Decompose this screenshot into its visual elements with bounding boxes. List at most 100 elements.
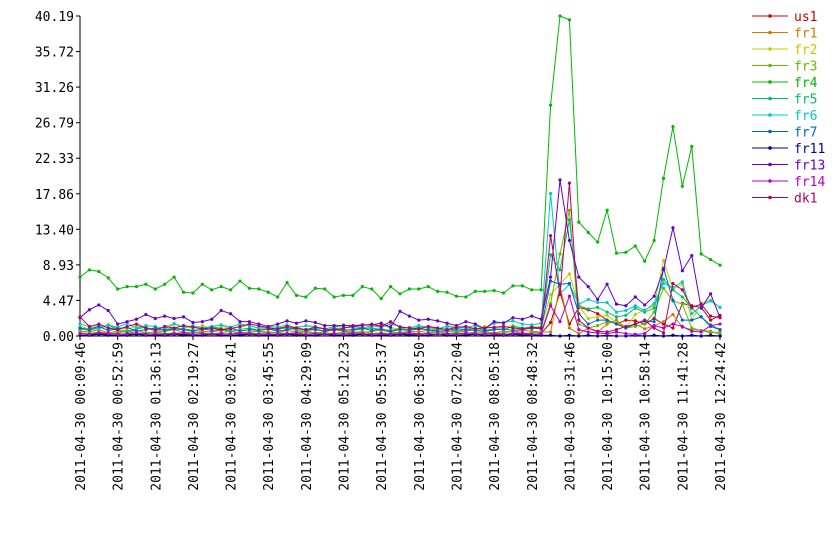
point xyxy=(548,292,553,297)
point xyxy=(181,333,186,337)
point xyxy=(661,258,666,262)
point xyxy=(87,308,92,312)
point xyxy=(332,295,336,299)
point xyxy=(511,326,515,330)
point xyxy=(586,316,590,321)
point xyxy=(690,253,694,258)
legend-label: fr13 xyxy=(794,159,825,174)
point xyxy=(247,322,252,326)
point xyxy=(370,326,374,330)
point xyxy=(633,295,637,299)
point xyxy=(718,322,722,326)
point xyxy=(106,308,110,313)
y-tick-label: 0.00 xyxy=(43,330,74,345)
point xyxy=(680,318,684,322)
point xyxy=(530,314,534,318)
point xyxy=(633,322,637,326)
point xyxy=(652,326,656,330)
point xyxy=(718,334,722,338)
point xyxy=(313,320,317,325)
point xyxy=(78,275,82,279)
x-tick-label: 2011-04-30 09:31:46 xyxy=(563,342,578,491)
point xyxy=(106,276,110,280)
point xyxy=(558,320,562,324)
y-tick-label: 8.93 xyxy=(43,259,74,274)
point xyxy=(323,324,327,328)
point xyxy=(520,322,524,326)
point xyxy=(238,320,242,324)
point xyxy=(228,312,233,316)
point xyxy=(633,312,637,317)
point xyxy=(671,322,675,326)
point xyxy=(661,331,666,335)
point xyxy=(558,334,562,338)
point xyxy=(511,284,515,288)
point xyxy=(304,324,308,328)
point xyxy=(445,290,449,294)
x-tick-label: 2011-04-30 00:52:59 xyxy=(112,342,127,491)
point xyxy=(633,306,637,310)
point xyxy=(633,324,637,329)
point xyxy=(87,324,92,329)
x-tick-label: 2011-04-30 07:22:04 xyxy=(450,342,465,491)
point xyxy=(97,269,101,274)
point xyxy=(181,315,186,319)
point xyxy=(483,329,487,333)
point xyxy=(454,329,459,333)
point xyxy=(436,329,440,333)
point xyxy=(417,287,421,291)
point xyxy=(596,312,600,316)
point xyxy=(219,308,223,313)
point xyxy=(652,238,656,243)
y-tick-label: 40.19 xyxy=(35,10,74,25)
point xyxy=(567,333,572,337)
point xyxy=(247,286,252,290)
point xyxy=(454,332,459,337)
point xyxy=(398,309,402,313)
legend-label: fr7 xyxy=(794,126,817,141)
point xyxy=(643,303,647,307)
point xyxy=(341,326,346,330)
point xyxy=(87,332,92,337)
point xyxy=(181,324,186,328)
point xyxy=(548,330,553,334)
point xyxy=(680,288,684,292)
point xyxy=(596,300,600,305)
point xyxy=(388,320,393,324)
point xyxy=(445,332,449,336)
point xyxy=(699,330,703,334)
point xyxy=(605,208,609,212)
point xyxy=(172,326,176,330)
point xyxy=(163,324,167,329)
point xyxy=(520,317,524,321)
point xyxy=(596,240,600,244)
y-tick-label: 13.40 xyxy=(35,223,74,238)
point xyxy=(144,326,148,330)
point xyxy=(596,329,600,333)
point xyxy=(238,279,242,283)
point xyxy=(228,288,233,292)
point xyxy=(78,322,82,326)
point xyxy=(464,324,468,329)
x-tick-label: 2011-04-30 06:38:50 xyxy=(413,342,428,491)
point xyxy=(624,334,628,338)
point xyxy=(567,218,572,222)
point xyxy=(680,184,684,188)
point xyxy=(708,324,713,328)
point xyxy=(379,327,383,331)
point xyxy=(661,320,666,324)
point xyxy=(492,332,496,336)
point xyxy=(699,334,703,338)
point xyxy=(200,327,204,331)
point xyxy=(144,282,148,286)
point xyxy=(294,333,299,337)
point xyxy=(379,321,383,325)
point xyxy=(398,292,402,296)
point xyxy=(153,332,157,336)
point xyxy=(520,284,524,288)
point xyxy=(661,286,666,290)
point xyxy=(426,317,430,321)
point xyxy=(567,294,572,298)
point xyxy=(134,285,139,289)
